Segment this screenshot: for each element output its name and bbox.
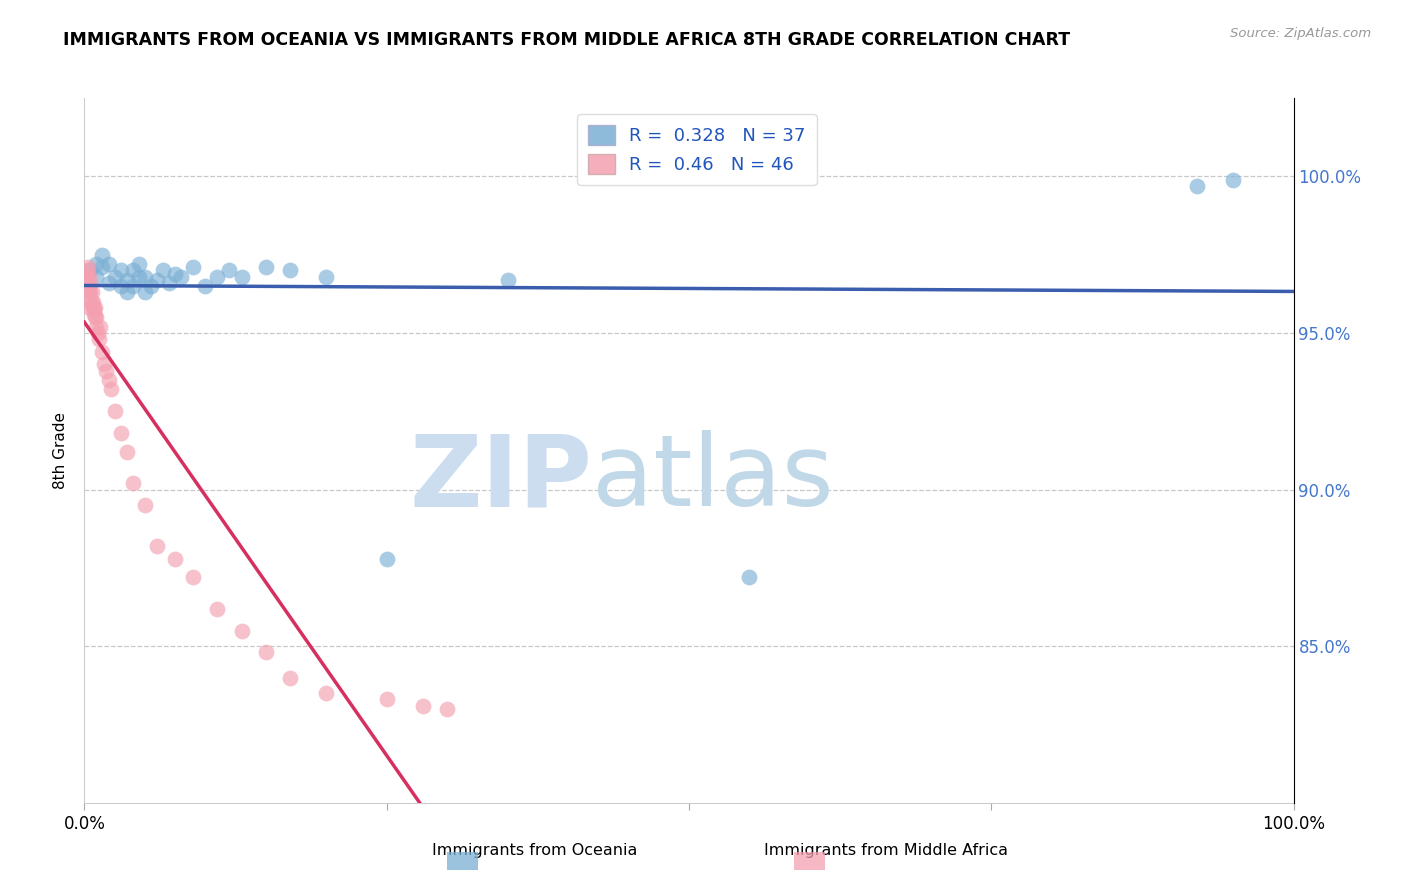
Text: Immigrants from Middle Africa: Immigrants from Middle Africa bbox=[763, 843, 1008, 858]
Point bbox=[738, 570, 761, 584]
Point bbox=[79, 263, 101, 277]
Point bbox=[121, 476, 143, 491]
Point bbox=[79, 301, 101, 315]
Point bbox=[91, 260, 114, 275]
Text: IMMIGRANTS FROM OCEANIA VS IMMIGRANTS FROM MIDDLE AFRICA 8TH GRADE CORRELATION C: IMMIGRANTS FROM OCEANIA VS IMMIGRANTS FR… bbox=[63, 31, 1070, 49]
Point bbox=[110, 263, 132, 277]
Point bbox=[86, 257, 108, 271]
Point bbox=[194, 279, 217, 293]
Point bbox=[115, 273, 138, 287]
Point bbox=[82, 301, 104, 315]
Point bbox=[97, 373, 120, 387]
Point bbox=[170, 269, 193, 284]
Point bbox=[104, 269, 127, 284]
Point bbox=[110, 426, 132, 441]
Point bbox=[80, 285, 103, 300]
Point bbox=[128, 257, 150, 271]
Point bbox=[86, 269, 108, 284]
Point bbox=[134, 285, 156, 300]
Point bbox=[77, 269, 100, 284]
Point bbox=[128, 269, 150, 284]
Point bbox=[83, 307, 105, 321]
Point bbox=[412, 698, 434, 713]
Point bbox=[87, 332, 110, 346]
Point bbox=[86, 310, 108, 325]
Point bbox=[207, 601, 229, 615]
Point bbox=[77, 279, 100, 293]
Point bbox=[76, 263, 98, 277]
Point bbox=[115, 445, 138, 459]
Point bbox=[315, 269, 337, 284]
Point bbox=[134, 269, 156, 284]
Point bbox=[152, 263, 174, 277]
Point bbox=[77, 273, 100, 287]
Point bbox=[254, 260, 277, 275]
Point bbox=[231, 624, 253, 638]
Point bbox=[77, 285, 100, 300]
Point bbox=[315, 686, 337, 700]
Point bbox=[375, 551, 398, 566]
Text: ZIP: ZIP bbox=[409, 430, 592, 527]
Point bbox=[218, 263, 240, 277]
Point bbox=[436, 702, 458, 716]
Point bbox=[121, 279, 143, 293]
Point bbox=[91, 344, 114, 359]
Point bbox=[104, 404, 127, 418]
Point bbox=[100, 383, 122, 397]
Point bbox=[84, 301, 107, 315]
Point bbox=[207, 269, 229, 284]
Point bbox=[146, 539, 169, 553]
Point bbox=[134, 498, 156, 512]
Point bbox=[89, 319, 111, 334]
Point bbox=[93, 357, 115, 371]
Point bbox=[181, 260, 204, 275]
Point bbox=[91, 248, 114, 262]
Point bbox=[77, 279, 100, 293]
Point bbox=[97, 276, 120, 290]
Point bbox=[1222, 172, 1244, 186]
Text: atlas: atlas bbox=[592, 430, 834, 527]
Point bbox=[375, 692, 398, 706]
Point bbox=[77, 260, 100, 275]
Point bbox=[84, 310, 107, 325]
Text: Immigrants from Oceania: Immigrants from Oceania bbox=[432, 843, 637, 858]
Point bbox=[139, 279, 162, 293]
Legend: R =  0.328   N = 37, R =  0.46   N = 46: R = 0.328 N = 37, R = 0.46 N = 46 bbox=[576, 114, 817, 185]
Point bbox=[79, 294, 101, 309]
Point bbox=[278, 671, 301, 685]
Point bbox=[79, 285, 101, 300]
Point bbox=[496, 273, 519, 287]
Point bbox=[146, 273, 169, 287]
Text: Source: ZipAtlas.com: Source: ZipAtlas.com bbox=[1230, 27, 1371, 40]
Point bbox=[165, 551, 187, 566]
Point bbox=[1185, 178, 1208, 193]
Point bbox=[83, 301, 105, 315]
Point bbox=[82, 294, 104, 309]
Point bbox=[254, 645, 277, 659]
Point bbox=[110, 279, 132, 293]
Point bbox=[231, 269, 253, 284]
Point bbox=[97, 257, 120, 271]
Point bbox=[165, 267, 187, 281]
Point bbox=[115, 285, 138, 300]
Point bbox=[121, 263, 143, 277]
Point bbox=[86, 326, 108, 340]
Point bbox=[278, 263, 301, 277]
Point bbox=[181, 570, 204, 584]
Point bbox=[94, 363, 117, 377]
Point bbox=[157, 276, 180, 290]
Y-axis label: 8th Grade: 8th Grade bbox=[53, 412, 69, 489]
Point bbox=[79, 276, 101, 290]
Point bbox=[86, 319, 108, 334]
Point bbox=[76, 269, 98, 284]
Point bbox=[80, 294, 103, 309]
